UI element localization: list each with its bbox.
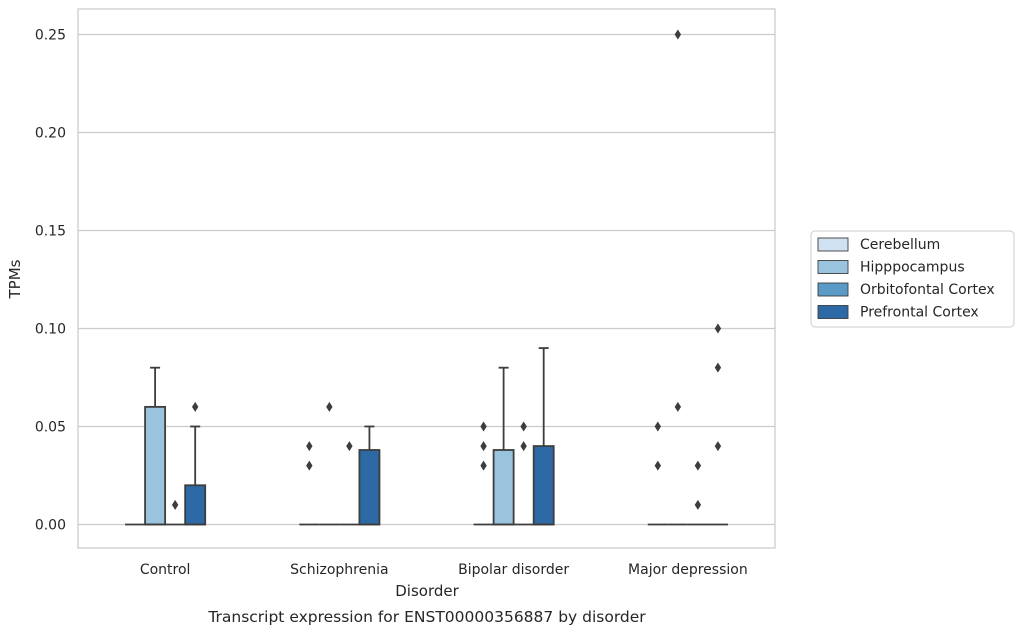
x-tick-label: Schizophrenia	[290, 562, 388, 578]
x-tick-label: Major depression	[628, 562, 748, 578]
outlier-point	[714, 362, 722, 373]
legend-label: Hipppocampus	[860, 260, 965, 276]
outlier-point	[674, 29, 682, 40]
y-tick-label: 0.20	[35, 125, 66, 141]
outlier-point	[480, 421, 487, 432]
box-hipppocampus	[319, 401, 340, 526]
outlier-point	[654, 421, 662, 432]
outlier-point	[654, 460, 662, 471]
legend-label: Orbitofontal Cortex	[860, 282, 995, 298]
box	[358, 449, 381, 526]
legend-swatch	[817, 237, 849, 252]
y-tick-labels: 0.00 0.05 0.10 0.15 0.20 0.25	[35, 27, 66, 533]
plot-frame	[77, 8, 776, 549]
x-tick-label: Bipolar disorder	[458, 562, 569, 578]
box	[144, 405, 167, 526]
outlier-point	[346, 441, 353, 452]
box-groups	[125, 29, 728, 526]
y-tick-label: 0.15	[35, 223, 66, 239]
outlier-point	[171, 499, 179, 510]
legend-swatch	[817, 305, 849, 319]
outlier-point	[674, 401, 682, 412]
outlier-point	[714, 441, 722, 452]
y-tick-label: 0.00	[35, 517, 66, 533]
legend-frame	[810, 230, 1015, 328]
box-prefrontal-cortex	[358, 425, 381, 526]
outlier-point	[306, 460, 313, 471]
legend-swatch	[817, 260, 849, 274]
box-cerebellum	[473, 421, 494, 526]
legend-swatch	[817, 282, 849, 297]
box-prefrontal-cortex	[707, 323, 728, 526]
box-orbitofontal-cortex	[687, 460, 708, 526]
outlier-point	[714, 323, 722, 334]
y-tick-label: 0.25	[35, 27, 66, 43]
box	[532, 445, 555, 526]
box-prefrontal-cortex	[184, 401, 207, 526]
outlier-point	[520, 421, 527, 432]
outlier-point	[520, 441, 527, 452]
outlier-point	[694, 460, 702, 471]
y-tick-label: 0.05	[35, 419, 66, 435]
x-axis-label: Disorder	[395, 582, 459, 600]
box-orbitofontal-cortex	[165, 499, 186, 526]
x-tick-labels: Control Schizophrenia Bipolar disorder Majo…	[140, 562, 748, 578]
y-tick-label: 0.10	[35, 321, 66, 337]
outlier-point	[306, 441, 313, 452]
box-prefrontal-cortex	[532, 347, 555, 526]
outlier-point	[326, 401, 333, 412]
box-hipppocampus	[492, 366, 515, 526]
y-axis-label: TPMs	[6, 259, 24, 299]
box	[184, 484, 207, 526]
chart-caption: Transcript expression for ENST0000035688…	[207, 608, 646, 626]
legend: Cerebellum Hipppocampus Orbitofontal Corte…	[810, 230, 1015, 328]
x-tick-label: Control	[140, 562, 191, 578]
legend-label: Cerebellum	[860, 237, 940, 253]
legend-label: Prefrontal Cortex	[860, 305, 979, 321]
box-cerebellum	[299, 441, 320, 526]
box-cerebellum	[647, 421, 668, 526]
box-hipppocampus	[667, 29, 688, 526]
outlier-point	[480, 460, 487, 471]
box-orbitofontal-cortex	[339, 441, 360, 526]
box-hipppocampus	[144, 366, 167, 526]
outlier-point	[480, 441, 487, 452]
outlier-point	[694, 499, 702, 510]
outlier-point	[191, 401, 199, 412]
box-orbitofontal-cortex	[513, 421, 534, 526]
box	[492, 449, 515, 526]
